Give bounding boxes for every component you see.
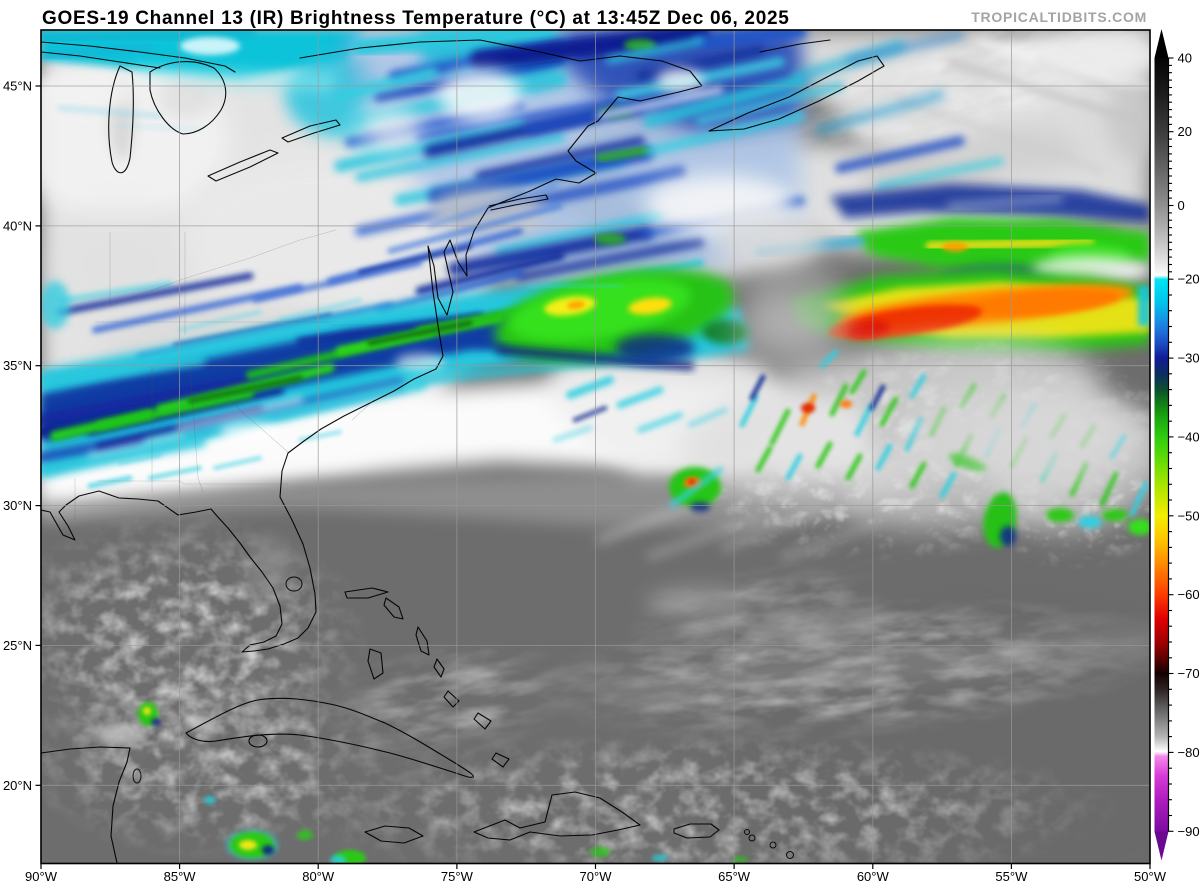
svg-text:90°W: 90°W: [25, 869, 58, 884]
svg-text:85°W: 85°W: [164, 869, 197, 884]
svg-text:−50: −50: [1178, 508, 1200, 523]
svg-text:20: 20: [1178, 124, 1192, 139]
svg-text:−60: −60: [1178, 587, 1200, 602]
svg-text:70°W: 70°W: [580, 869, 613, 884]
svg-text:40: 40: [1178, 51, 1192, 66]
svg-text:65°W: 65°W: [718, 869, 751, 884]
svg-text:−20: −20: [1178, 272, 1200, 287]
svg-text:−30: −30: [1178, 351, 1200, 366]
svg-text:30°N: 30°N: [3, 498, 32, 513]
svg-text:20°N: 20°N: [3, 778, 32, 793]
svg-text:0: 0: [1178, 198, 1185, 213]
svg-text:35°N: 35°N: [3, 358, 32, 373]
svg-text:80°W: 80°W: [302, 869, 335, 884]
svg-text:−40: −40: [1178, 429, 1200, 444]
svg-text:25°N: 25°N: [3, 638, 32, 653]
svg-text:−90: −90: [1178, 824, 1200, 839]
svg-text:−80: −80: [1178, 745, 1200, 760]
svg-text:60°W: 60°W: [857, 869, 890, 884]
svg-text:GOES-19 Channel 13 (IR) Bright: GOES-19 Channel 13 (IR) Brightness Tempe…: [42, 8, 790, 29]
svg-text:45°N: 45°N: [3, 79, 32, 94]
svg-text:50°W: 50°W: [1134, 869, 1167, 884]
svg-text:TROPICALTIDBITS.COM: TROPICALTIDBITS.COM: [971, 9, 1147, 25]
svg-text:75°W: 75°W: [441, 869, 474, 884]
svg-text:−70: −70: [1178, 666, 1200, 681]
svg-text:55°W: 55°W: [995, 869, 1028, 884]
svg-text:40°N: 40°N: [3, 218, 32, 233]
